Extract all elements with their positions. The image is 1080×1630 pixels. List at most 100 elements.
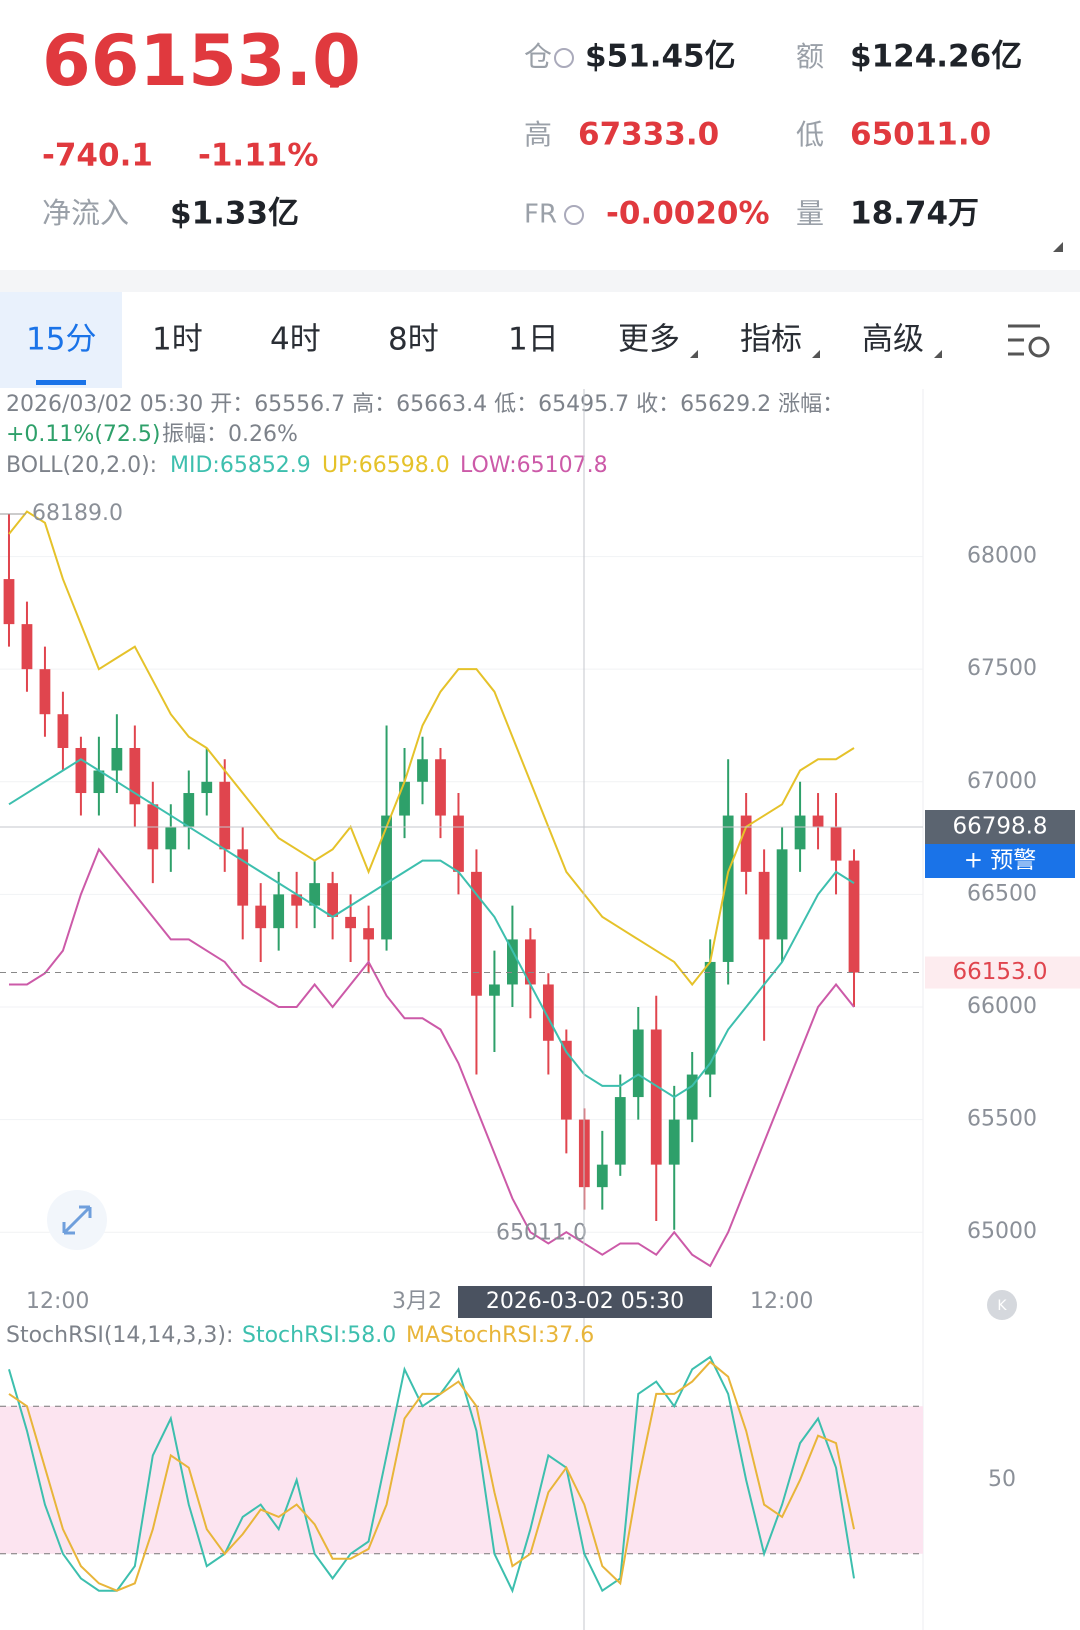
fullscreen-icon	[62, 1205, 92, 1235]
indicator-line	[8, 847, 855, 1268]
stat-label: FR	[524, 200, 557, 230]
alert-button[interactable]	[925, 844, 1075, 878]
candle-body	[542, 984, 554, 1041]
candle-body	[507, 939, 518, 985]
candle-body	[57, 714, 69, 748]
stat-label: 低	[796, 118, 824, 151]
y-tick-label: 66500	[967, 881, 1037, 906]
tab-underline	[36, 380, 86, 385]
legend-entry: UP:66598.0	[322, 453, 450, 478]
candle-body	[273, 894, 285, 929]
stat-label: 额	[796, 40, 824, 73]
tab[interactable]: 1日	[508, 322, 559, 358]
stat-label: 量	[796, 197, 824, 230]
change: -740.1	[42, 138, 153, 174]
candle-body	[417, 759, 428, 782]
candle-body	[399, 781, 410, 816]
candle-body	[758, 871, 770, 940]
tab-dropdown	[690, 350, 698, 358]
tab[interactable]: 1时	[152, 322, 203, 358]
tab-dropdown	[812, 350, 820, 358]
scroll-latest[interactable]	[987, 1290, 1017, 1320]
scroll-latest-icon: K	[997, 1298, 1007, 1314]
y-tick-label: 68000	[967, 544, 1037, 569]
x-label: 3月2	[392, 1289, 442, 1314]
change-info: +0.11%(72.5)	[6, 422, 160, 447]
candle-body	[363, 928, 374, 940]
alert-label: + 预警	[964, 848, 1037, 874]
candle-body	[704, 961, 716, 1075]
y-tick-label: 65500	[967, 1107, 1037, 1132]
tab[interactable]: 指标	[740, 322, 802, 358]
amplitude-info: 振幅：0.26%	[162, 422, 298, 447]
expand-corner[interactable]	[1053, 242, 1063, 252]
price: 66153.0	[42, 20, 361, 102]
stat-value: $51.45亿	[585, 39, 736, 75]
low-marker: 65011.0	[496, 1221, 587, 1246]
cursor-time-bg	[458, 1286, 712, 1318]
candle-body	[632, 1029, 644, 1098]
candle-body	[39, 669, 51, 715]
legend-entry: LOW:65107.8	[460, 453, 608, 478]
stat-value: $124.26亿	[850, 39, 1022, 75]
y-tick-label: 65000	[967, 1219, 1037, 1244]
candle-body	[3, 579, 15, 625]
candle-body	[93, 770, 105, 794]
stoch-title: StochRSI(14,14,3,3):	[6, 1323, 233, 1348]
tab[interactable]: 8时	[388, 322, 439, 358]
candle-body	[291, 894, 303, 906]
x-label: 12:00	[750, 1289, 813, 1314]
settings-icon[interactable]	[1008, 324, 1050, 358]
change-pct: -1.11%	[198, 138, 318, 174]
candle-body	[327, 883, 339, 917]
y-tick-label: 66000	[967, 994, 1037, 1019]
separator	[0, 270, 1080, 292]
help-icon[interactable]	[554, 48, 574, 68]
inflow-label: 净流入	[42, 196, 129, 230]
last-price: 66153.0	[952, 959, 1047, 985]
candle-body	[740, 815, 752, 872]
inflow: $1.33亿	[170, 196, 299, 232]
stat-value: 18.74万	[850, 196, 979, 232]
candle-body	[165, 826, 177, 850]
stat-value: 67333.0	[578, 117, 719, 153]
tab[interactable]: 4时	[270, 322, 321, 358]
candle-body	[668, 1119, 680, 1165]
candle-body	[255, 905, 267, 929]
candle-body	[201, 781, 213, 794]
candle-body	[596, 1164, 608, 1188]
candle-body	[794, 815, 806, 850]
x-label: 12:00	[26, 1289, 89, 1314]
candle-body	[830, 826, 842, 861]
candle-body	[21, 624, 33, 670]
overbought-band	[0, 1406, 923, 1554]
candle-body	[129, 747, 141, 805]
cursor-price: 66798.8	[952, 814, 1047, 840]
tab[interactable]: 更多	[618, 322, 680, 358]
stat-label: 仓	[524, 40, 552, 73]
candle-body	[489, 984, 500, 996]
boll-title: BOLL(20,2.0):	[6, 453, 157, 478]
tab[interactable]: 高级	[862, 322, 924, 358]
candle-body	[812, 815, 824, 827]
candle-body	[614, 1097, 626, 1165]
high-marker: 68189.0	[32, 501, 123, 526]
candle-body	[219, 781, 231, 850]
candle-body	[560, 1040, 572, 1120]
candle-body	[524, 939, 536, 985]
candle-body	[848, 860, 860, 973]
candle-body	[650, 1029, 662, 1165]
legend-entry: MID:65852.9	[170, 453, 311, 478]
help-icon[interactable]	[564, 205, 584, 225]
candle-body	[381, 815, 392, 940]
tab[interactable]: 15分	[26, 322, 96, 358]
last-price-bg	[925, 956, 1080, 989]
y-tick-label: 67500	[967, 656, 1037, 681]
y-tick-label: 50	[988, 1467, 1016, 1492]
legend-entry: MAStochRSI:37.6	[406, 1323, 594, 1348]
candle-body	[111, 747, 123, 771]
stat-label: 高	[524, 118, 552, 151]
ohlc-info: 2026/03/02 05:30 开：65556.7 高：65663.4 低：6…	[6, 392, 844, 417]
candle-body	[722, 815, 734, 962]
